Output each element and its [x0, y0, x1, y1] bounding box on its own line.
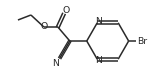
Text: N: N	[95, 56, 102, 65]
Text: O: O	[40, 21, 48, 30]
Text: Br: Br	[138, 37, 148, 45]
Text: N: N	[95, 17, 102, 26]
Text: N: N	[52, 60, 59, 68]
Text: O: O	[62, 5, 69, 15]
